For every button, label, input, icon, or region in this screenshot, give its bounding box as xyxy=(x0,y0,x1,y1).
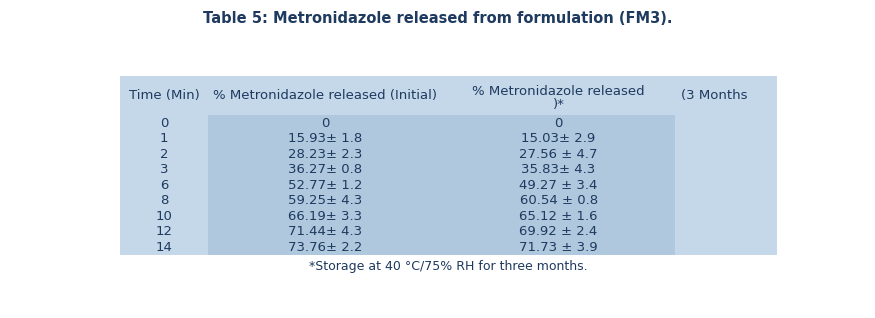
Bar xyxy=(208,115,442,255)
Text: 73.76± 2.2: 73.76± 2.2 xyxy=(288,241,362,254)
Text: 1: 1 xyxy=(160,132,168,145)
Text: 71.44± 4.3: 71.44± 4.3 xyxy=(288,225,362,238)
Text: % Metronidazole released: % Metronidazole released xyxy=(473,85,645,98)
Bar xyxy=(442,115,676,255)
Text: 66.19± 3.3: 66.19± 3.3 xyxy=(288,210,362,223)
Text: Time (Min): Time (Min) xyxy=(129,89,200,102)
Text: 15.93± 1.8: 15.93± 1.8 xyxy=(288,132,362,145)
Text: 8: 8 xyxy=(160,194,168,207)
Text: 0: 0 xyxy=(160,117,168,130)
Bar xyxy=(120,76,777,255)
Text: Table 5: Metronidazole released from formulation (FM3).: Table 5: Metronidazole released from for… xyxy=(203,11,672,26)
Text: 49.27 ± 3.4: 49.27 ± 3.4 xyxy=(520,179,598,192)
Text: 71.73 ± 3.9: 71.73 ± 3.9 xyxy=(519,241,598,254)
Text: 0: 0 xyxy=(321,117,329,130)
Text: )*: )* xyxy=(553,98,564,111)
Text: 60.54 ± 0.8: 60.54 ± 0.8 xyxy=(520,194,598,207)
Text: *Storage at 40 °C/75% RH for three months.: *Storage at 40 °C/75% RH for three month… xyxy=(309,260,588,273)
Text: (3 Months: (3 Months xyxy=(681,89,747,102)
Text: 52.77± 1.2: 52.77± 1.2 xyxy=(288,179,362,192)
Text: 14: 14 xyxy=(156,241,172,254)
Text: 6: 6 xyxy=(160,179,168,192)
Text: 10: 10 xyxy=(156,210,172,223)
Text: 2: 2 xyxy=(160,148,168,161)
Text: 12: 12 xyxy=(156,225,172,238)
Text: 27.56 ± 4.7: 27.56 ± 4.7 xyxy=(520,148,598,161)
Text: 69.92 ± 2.4: 69.92 ± 2.4 xyxy=(520,225,598,238)
Text: 59.25± 4.3: 59.25± 4.3 xyxy=(288,194,362,207)
Text: % Metronidazole released (Initial): % Metronidazole released (Initial) xyxy=(214,89,438,102)
Text: 28.23± 2.3: 28.23± 2.3 xyxy=(288,148,362,161)
Text: 0: 0 xyxy=(555,117,563,130)
Text: 65.12 ± 1.6: 65.12 ± 1.6 xyxy=(520,210,598,223)
Text: 35.83± 4.3: 35.83± 4.3 xyxy=(522,163,596,176)
Text: 3: 3 xyxy=(160,163,168,176)
Text: 15.03± 2.9: 15.03± 2.9 xyxy=(522,132,596,145)
Text: 36.27± 0.8: 36.27± 0.8 xyxy=(288,163,362,176)
